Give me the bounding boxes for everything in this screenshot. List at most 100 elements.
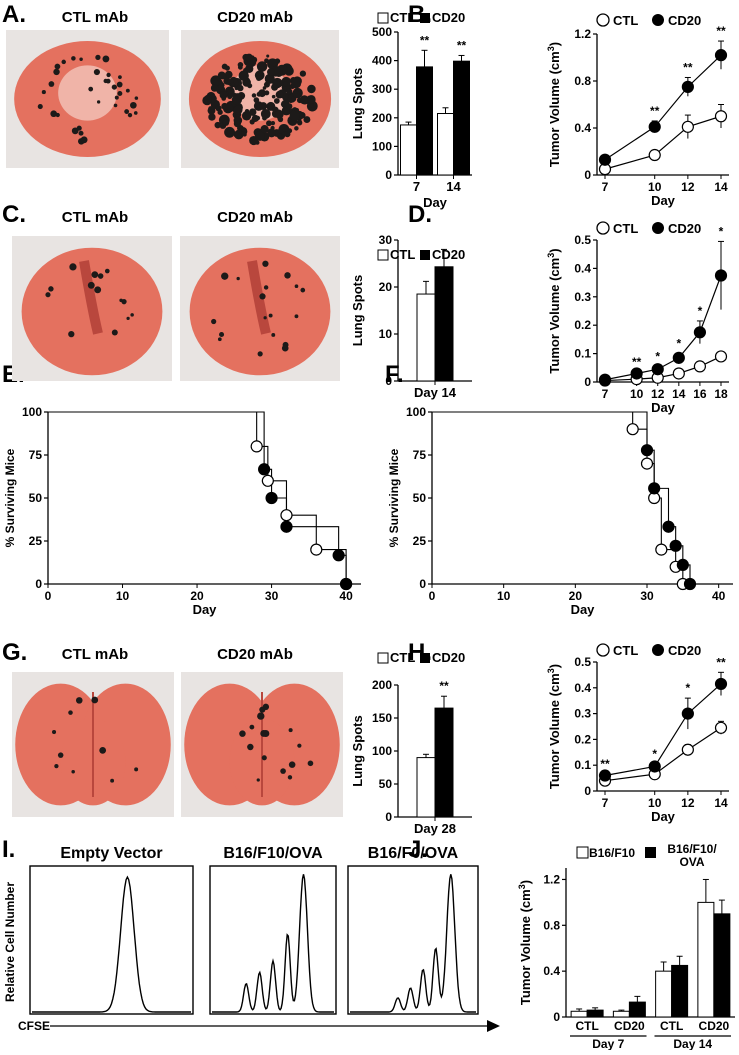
chart-j-xtick-label: CD20 [699,1019,730,1033]
lung-photo-a-ctl-tumor-spot [55,112,60,118]
lung-photo-a-cd20-tumor-spot [285,88,293,95]
lung-photo-c-cd20-hilum [247,260,271,335]
photo-label-c-ctl: CTL mAb [62,209,128,226]
chart-d-point-cd20 [598,373,612,386]
lung-photo-a-ctl-tumor-spot [54,63,61,70]
legend-b-ctl-label: CTL [613,13,638,28]
chart-h-significance: ** [600,757,610,771]
chart-j-group-label: Day 7 [592,1037,624,1050]
lung-photo-a-cd20-tumor-spot [264,73,275,84]
lung-photo-a-ctl-tumor-spot [117,91,123,97]
chart-j-ylabel: Tumor Volume (cm3) [517,880,533,1005]
chart-d-ytick-label: 0.1 [574,347,591,361]
chart-b-ytick-label: 0.4 [574,121,591,135]
chart-h-ytick-label: 0.3 [574,707,591,721]
chart-a-ytick-label: 200 [372,111,392,125]
lung-photo-c-ctl-tumor-spot [68,330,75,338]
chart-f-xtick-label: 30 [640,589,654,603]
chart-c-ytick-label: 30 [379,233,393,247]
lung-photo-a-cd20-tumor-spot [226,71,231,75]
lung-photo-g-ctl-tumor-spot [54,764,59,769]
chart-a-ytick-label: 0 [385,168,392,182]
chart-b-significance: ** [716,24,726,38]
lung-photo-a-cd20-tumor-spot [227,94,233,100]
lung-photo-a-ctl-tumor-spot [111,84,117,90]
lung-photo-a-cd20-tumor-spot [245,53,254,62]
chart-b-point-cd20 [681,80,694,93]
lung-photo-g-cd20-tumor-spot [249,724,255,730]
chart-d-point-ctl [672,367,685,380]
chart-e-point-cd20 [280,520,293,533]
legend-a-cd20-swatch [420,13,430,23]
legend-c-cd20-swatch [420,250,430,260]
chart-b-xtick-label: 12 [681,180,695,194]
chart-h-xtick-label: 7 [602,796,609,810]
chart-h-line-cd20 [604,683,722,777]
lung-photo-a-cd20-tumor-spot [262,86,267,90]
chart-j-xtick-label: CTL [660,1019,683,1033]
lung-photo-a-ctl-tumor-spot [118,75,122,80]
panel-letter-c: C. [2,201,26,228]
chart-f-point-cd20 [662,520,675,533]
chart-d-ytick-label: 0.2 [574,318,591,332]
lung-photo-c-cd20-tumor-spot [294,284,299,289]
chart-b-line-ctl [604,115,722,170]
lung-photo-a-cd20-tumor-spot [303,116,311,124]
chart-a-ytick-label: 300 [372,82,392,96]
flow-ylabel: Relative Cell Number [3,882,17,1002]
lung-photo-g-cd20-tumor-spot [288,728,293,733]
chart-g-ytick-label: 50 [379,777,393,791]
chart-a-xtick-label: 7 [413,179,420,194]
lung-photo-a-cd20-tumor-spot [254,130,265,141]
lung-photo-a-cd20-tumor-spot [255,75,262,82]
chart-h-ytick-label: 0 [584,784,591,798]
lung-photo-a-cd20-tumor-spot [260,125,269,134]
chart-d-significance: * [676,337,681,351]
chart-f-xtick-label: 10 [497,589,511,603]
chart-h-point-cd20 [714,677,728,691]
chart-e-ylabel: % Surviving Mice [3,448,17,547]
chart-d-point-cd20 [672,351,685,364]
legend-h-ctl-label: CTL [613,643,638,658]
lung-photo-a-ctl-tumor-spot [48,81,55,87]
chart-h-ytick-label: 0.2 [574,732,591,746]
lung-photo-c-cd20-tumor-spot [268,313,273,318]
chart-j-bar [697,901,715,1018]
chart-j-bar [570,1010,588,1018]
chart-d-xtick-label: 14 [672,387,686,401]
lung-photo-a-cd20-tumor-spot [217,71,226,80]
lung-photo-a-cd20-tumor-spot [251,93,257,98]
chart-c-ytick-label: 20 [379,280,393,294]
lung-photo-a-ctl-tumor-spot [79,57,83,62]
lung-photo-a-ctl-tumor-spot [106,72,111,78]
chart-a-xlabel: Day [423,195,448,210]
lung-photo-a-cd20-tumor-spot [266,68,275,76]
lung-photo-g-cd20-tumor-spot [262,729,270,738]
chart-j-group-label: Day 14 [673,1037,712,1050]
legend-j-ova-label-line2: OVA [679,855,704,869]
lung-photo-a-ctl-tumor-spot [93,68,100,76]
lung-photo-a-cd20-tumor-spot [240,131,246,136]
chart-j-xtick-label: CTL [575,1019,598,1033]
legend-b-cd20-marker [652,14,664,26]
lung-photo-c-cd20-tumor-spot [284,272,291,279]
lung-photo-c-cd20-tumor-spot [236,276,240,281]
lung-photo-a-cd20-tumor-spot [210,75,222,87]
lung-photo-c-cd20-tumor-spot [219,331,225,338]
chart-e-xtick-label: 10 [116,589,130,603]
lung-photo-a-ctl-tumor-spot [37,104,43,110]
chart-d-xtick-label: 7 [602,387,609,401]
lung-photo-a-cd20-tumor-spot [286,103,293,110]
lung-photo-a-cd20-tumor-spot [202,95,212,106]
chart-e-ytick-label: 0 [35,577,42,591]
lung-photo-a-ctl-tumor-spot [50,110,58,118]
chart-c-bar-ctl [416,293,436,382]
chart-g-bar-ctl [416,757,436,818]
chart-a-bar-cd20 [416,66,433,176]
chart-g-xtick-label: Day 28 [414,821,456,836]
chart-h-xlabel: Day [651,809,676,824]
chart-e-point-cd20 [258,463,271,476]
lung-photo-c-cd20-tumor-spot [263,316,267,320]
lung-photo-a-cd20-tumor-spot [260,108,271,119]
legend-g-ctl-label: CTL [390,650,415,665]
